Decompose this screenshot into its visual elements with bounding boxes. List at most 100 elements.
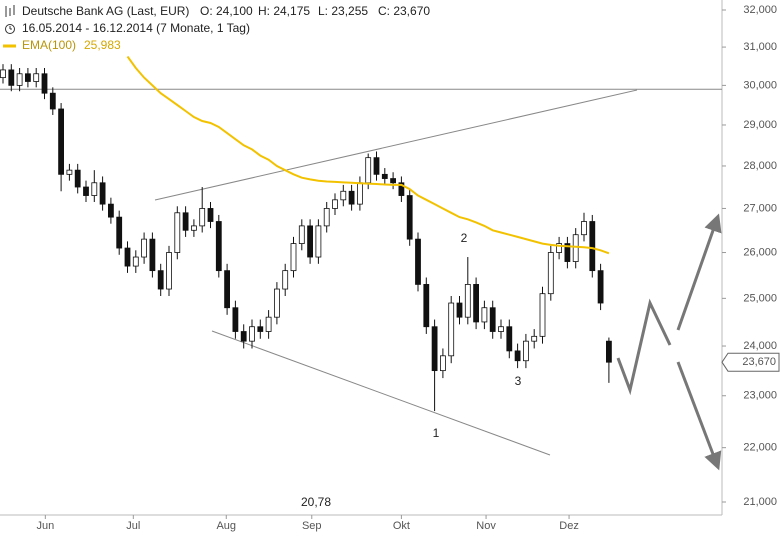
candle — [265, 310, 272, 339]
candle — [547, 245, 554, 301]
candle-body — [332, 199, 338, 209]
y-tick-label: 30,000 — [743, 79, 777, 91]
y-tick-label: 22,000 — [743, 442, 777, 454]
candle — [597, 263, 604, 311]
candle-body — [506, 326, 513, 352]
candle-body — [572, 234, 579, 262]
y-tick-label: 32,000 — [743, 4, 777, 16]
candle — [58, 103, 64, 192]
candle-body — [282, 270, 289, 290]
candle-body — [390, 178, 397, 184]
candle — [232, 300, 239, 339]
candle — [273, 282, 280, 325]
candle-body — [174, 212, 181, 253]
x-tick-label: Jul — [126, 520, 140, 532]
candle — [132, 250, 139, 273]
candle-body — [166, 252, 172, 290]
candle — [249, 319, 255, 349]
candle-body — [398, 182, 405, 196]
y-tick-label: 28,000 — [743, 160, 777, 172]
candle-body — [41, 73, 48, 94]
candle — [564, 236, 571, 269]
candle — [66, 163, 73, 181]
x-tick-label: Aug — [216, 520, 236, 532]
candle — [589, 214, 596, 278]
candle — [398, 176, 405, 202]
candle-body — [547, 252, 554, 295]
candle-body — [439, 355, 446, 372]
candle-body — [564, 243, 571, 262]
candle-body — [489, 307, 496, 332]
candle-body — [298, 225, 305, 244]
candle — [464, 257, 471, 325]
candle — [606, 337, 612, 383]
candle — [49, 87, 56, 115]
candle-body — [415, 238, 421, 285]
candle-body — [141, 238, 148, 258]
y-tick-label: 29,000 — [743, 119, 777, 131]
candle — [581, 212, 587, 242]
x-tick-label: Okt — [393, 520, 410, 532]
candle-body — [340, 190, 347, 201]
candle-body — [373, 157, 380, 175]
candle — [0, 64, 6, 84]
candle-body — [190, 225, 197, 231]
candle-body — [249, 326, 255, 342]
candle-body — [381, 173, 388, 179]
candle-body — [581, 221, 587, 236]
candle-body — [49, 92, 56, 110]
ohlc-label: L: 23,255 — [318, 4, 368, 18]
annotation: 2 — [461, 231, 468, 245]
candle-body — [132, 256, 139, 267]
candle-body — [464, 284, 471, 318]
candle — [116, 210, 123, 255]
candle-body — [124, 247, 131, 267]
y-tick-label: 25,000 — [743, 292, 777, 304]
candle-body — [456, 302, 463, 318]
candle — [257, 319, 264, 339]
candle — [182, 206, 189, 237]
candle — [332, 193, 338, 215]
candle — [456, 296, 463, 325]
title: Deutsche Bank AG (Last, EUR) — [22, 4, 189, 18]
candle-body — [149, 238, 156, 272]
candle-body — [215, 221, 222, 272]
candle — [539, 286, 546, 344]
y-tick-label: 27,000 — [743, 202, 777, 214]
candle-body — [116, 216, 123, 249]
candle — [323, 201, 330, 233]
candle — [439, 348, 446, 379]
candle — [315, 219, 322, 264]
subtitle: 16.05.2014 - 16.12.2014 (7 Monate, 1 Tag… — [22, 21, 250, 35]
candle-body — [232, 307, 239, 332]
candle-body — [348, 190, 355, 205]
candle — [423, 277, 430, 334]
candle-body — [99, 182, 106, 205]
last-price-tag — [721, 352, 780, 372]
candle-body — [224, 270, 231, 309]
candle — [24, 67, 31, 88]
candle-body — [265, 316, 272, 332]
candle — [381, 168, 388, 185]
candle — [348, 184, 355, 211]
x-tick-label: Nov — [476, 520, 496, 532]
x-tick-label: Jun — [36, 520, 54, 532]
annotation: 1 — [433, 426, 440, 440]
candle — [390, 172, 397, 190]
candle-body — [199, 208, 206, 227]
candle-body — [556, 243, 562, 253]
candle-body — [539, 293, 546, 337]
candle — [16, 67, 23, 92]
candle — [41, 67, 48, 100]
projection-arrow — [676, 213, 722, 331]
candle — [174, 206, 181, 260]
annotation: 20,78 — [301, 495, 331, 509]
candle — [481, 300, 488, 330]
trend-line — [211, 330, 551, 456]
candle — [91, 170, 98, 202]
candle-body — [33, 73, 40, 82]
candle-body — [597, 270, 604, 304]
candle — [514, 343, 521, 369]
legend-label: EMA(100) — [22, 38, 76, 52]
